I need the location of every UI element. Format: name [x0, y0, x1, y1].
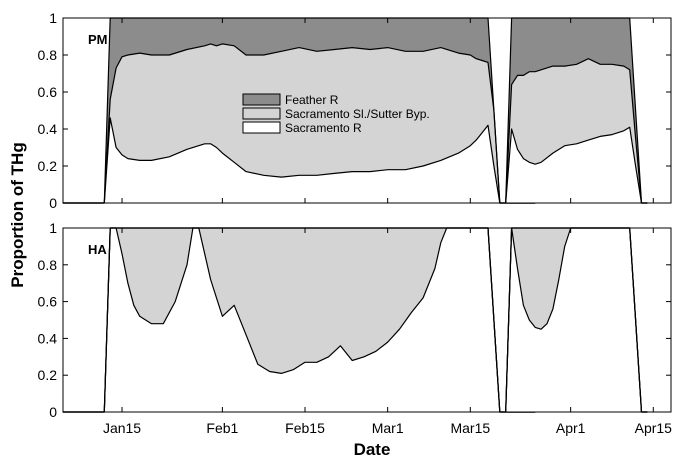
y-tick-label: 0.2: [38, 158, 58, 174]
legend-swatch: [242, 121, 281, 134]
band-sacramento-r-segment-1: [63, 117, 536, 203]
x-tick-label: Feb15: [285, 420, 325, 436]
x-tick-label: Feb1: [206, 420, 238, 436]
panel-label: PM: [88, 32, 108, 47]
y-tick-label: 0: [49, 404, 57, 420]
legend-label: Sacramento R: [285, 121, 362, 135]
band-sacramento-slough-sutter-bypass-segment-2: [505, 228, 648, 412]
y-tick-label: 0.2: [38, 367, 58, 383]
y-tick-label: 0.8: [38, 47, 58, 63]
y-tick-label: 1: [49, 220, 57, 236]
x-axis-title: Date: [354, 440, 391, 459]
y-tick-label: 0.6: [38, 294, 58, 310]
panel-ha: 0 0.2 0.4 0.6 0.8 1 Jan15 Feb1 Feb15 Mar1 Mar15 Apr…: [38, 220, 673, 436]
legend-label: Feather R: [285, 93, 339, 107]
boundary-line-sacramento-r-upper-2: [505, 126, 648, 204]
axes-frame: [62, 227, 672, 413]
band-sacramento-r-segment-2: [505, 127, 648, 203]
y-axis-title: Proportion of THg: [8, 142, 27, 287]
legend-swatch: [242, 107, 281, 120]
legend-swatch: [242, 93, 281, 106]
band-sacramento-r-segment-1: [63, 228, 536, 412]
x-tick-label: Mar1: [372, 420, 404, 436]
boundary-line-slough-bypass-upper-2: [505, 58, 648, 204]
x-tick-label: Mar15: [450, 420, 490, 436]
boundary-line-sacramento-r-upper-1: [63, 117, 536, 204]
band-sacramento-slough-sutter-bypass-segment-2: [505, 58, 648, 204]
x-tick-label: Jan15: [103, 420, 141, 436]
legend-label: Sacramento Sl./Sutter Byp.: [285, 107, 430, 121]
y-tick-label: 1: [49, 10, 57, 26]
panel-bands: [63, 227, 648, 413]
boundary-line-slough-bypass-upper-1: [63, 43, 536, 204]
x-tick-label: Apr1: [556, 420, 586, 436]
axes-frame: [62, 17, 672, 204]
y-tick-label: 0.4: [38, 330, 58, 346]
band-sacramento-slough-sutter-bypass-segment-1: [63, 43, 536, 204]
y-tick-label: 0: [49, 195, 57, 211]
panel-pm: 0 0.2 0.4 0.6 0.8 1 PM: [38, 10, 672, 211]
band-sacramento-slough-sutter-bypass-segment-1: [63, 228, 536, 412]
band-sacramento-r-segment-2: [505, 228, 648, 412]
y-tick-label: 0.4: [38, 121, 58, 137]
band-feather-r-segment-1: [63, 18, 536, 203]
panel-label: HA: [88, 242, 107, 257]
y-tick-label: 0.8: [38, 257, 58, 273]
y-tick-label: 0.6: [38, 84, 58, 100]
x-tick-label: Apr15: [635, 420, 673, 436]
